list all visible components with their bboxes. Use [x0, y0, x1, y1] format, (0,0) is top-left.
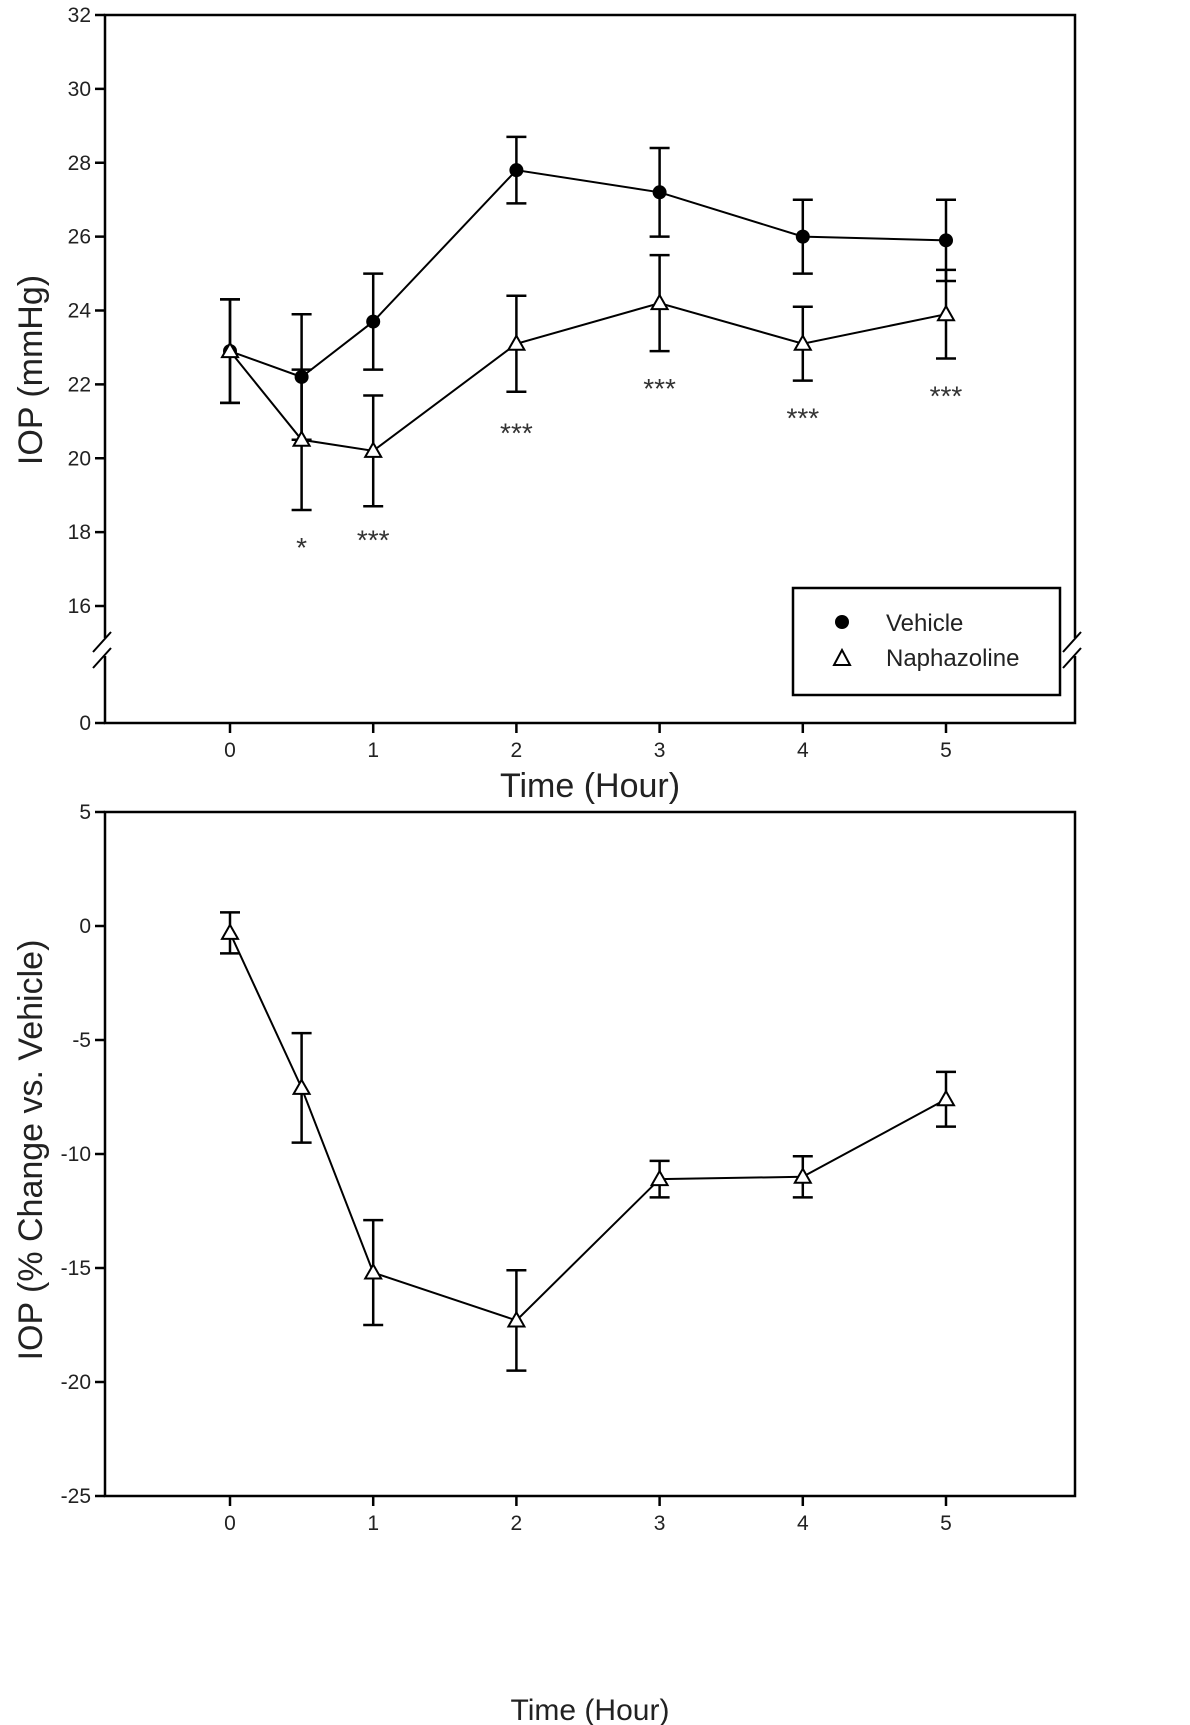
- significance-marker: ***: [357, 525, 390, 556]
- series-line-vehicle: [229, 169, 947, 379]
- y-tick-label: 28: [68, 152, 91, 175]
- x-tick-label: 3: [654, 739, 666, 762]
- data-point-naphazoline: [793, 1166, 813, 1184]
- data-point-naphazoline: [291, 1077, 312, 1095]
- y-tick-label: 20: [68, 447, 91, 470]
- x-tick-label: 0: [224, 1512, 236, 1535]
- bottom-series: [220, 911, 956, 1372]
- y-tick-label: 22: [68, 373, 91, 396]
- x-tick-label: 1: [367, 739, 379, 762]
- series-line-naphazoline: [229, 932, 947, 1322]
- significance-marker: ***: [930, 380, 963, 411]
- x-tick-label: 5: [940, 739, 952, 762]
- y-tick-label: 0: [79, 915, 91, 938]
- legend-naphazoline-label: Naphazoline: [886, 645, 1019, 672]
- data-point-vehicle: [795, 229, 810, 244]
- top-y-axis-title: IOP (mmHg): [12, 275, 50, 465]
- y-tick-label: 16: [68, 595, 91, 618]
- series-line-naphazoline: [229, 302, 947, 452]
- break-gap-left: [93, 638, 117, 656]
- top-plot-frame: [103, 13, 1077, 725]
- y-tick-label: -5: [72, 1029, 91, 1052]
- break-mark-right: [1062, 631, 1082, 653]
- data-point-naphazoline: [506, 1310, 527, 1328]
- y-tick-label: 5: [79, 801, 91, 824]
- y-tick-label: 18: [68, 521, 91, 544]
- data-point-naphazoline: [936, 1089, 956, 1107]
- top-x-axis-title: Time (Hour): [500, 767, 680, 805]
- legend: Vehicle Naphazoline: [791, 586, 1062, 697]
- top-axis-break: [92, 631, 1087, 669]
- y-tick-label: 32: [68, 4, 91, 27]
- data-point-vehicle: [366, 314, 381, 329]
- y-tick-label: 24: [68, 300, 92, 323]
- x-tick-label: 1: [367, 1512, 379, 1535]
- significance-marker: ***: [500, 417, 533, 448]
- y-tick-label: 26: [68, 226, 91, 249]
- data-point-naphazoline: [649, 293, 670, 311]
- x-tick-label: 3: [654, 1512, 666, 1535]
- bottom-chart: 5 0 -5 -10 -15 -20 -25 0 1 2 3 4 5 Time (Hour) IOP …: [12, 801, 1077, 1725]
- y-tick-label: 0: [79, 712, 91, 735]
- x-tick-label: 4: [797, 1512, 809, 1535]
- y-tick-label: -15: [61, 1257, 91, 1280]
- x-tick-label: 2: [511, 739, 523, 762]
- top-x-axis: 0 1 2 3 4 5: [224, 723, 952, 762]
- data-point-naphazoline: [220, 922, 240, 940]
- x-tick-label: 2: [511, 1512, 523, 1535]
- bottom-plot-frame: [103, 810, 1077, 1498]
- break-gap-right: [1063, 638, 1087, 656]
- x-tick-label: 0: [224, 739, 236, 762]
- break-mark-right: [1062, 647, 1082, 669]
- significance-marker: *: [296, 532, 307, 563]
- significance-marker: ***: [786, 403, 819, 434]
- break-mark-left: [92, 647, 112, 669]
- y-tick-label: -20: [61, 1371, 91, 1394]
- legend-naphazoline-marker: [832, 647, 852, 666]
- data-point-naphazoline: [793, 333, 813, 351]
- bottom-x-axis-title: Time (Hour): [511, 1694, 670, 1725]
- top-series: [220, 135, 956, 512]
- data-point-naphazoline: [291, 429, 312, 447]
- data-point-vehicle: [939, 233, 953, 248]
- x-tick-label: 5: [940, 1512, 952, 1535]
- data-point-naphazoline: [936, 304, 956, 322]
- break-mark-left: [92, 631, 112, 653]
- top-y-axis: 0 16 18 20 22 24 26 28 30 32: [68, 4, 105, 735]
- y-tick-label: 30: [68, 78, 91, 101]
- top-annotations: * ***************: [296, 373, 962, 563]
- bottom-y-axis-title: IOP (% Change vs. Vehicle): [12, 940, 50, 1361]
- legend-vehicle-label: Vehicle: [886, 610, 963, 637]
- bottom-x-axis: 0 1 2 3 4 5: [224, 1496, 952, 1535]
- bottom-y-axis: 5 0 -5 -10 -15 -20 -25: [61, 801, 105, 1508]
- legend-vehicle-marker: [835, 615, 849, 629]
- y-tick-label: -10: [61, 1143, 91, 1166]
- data-point-naphazoline: [363, 1262, 383, 1280]
- data-point-naphazoline: [506, 333, 527, 351]
- y-tick-label: -25: [61, 1485, 91, 1508]
- data-point-vehicle: [652, 185, 667, 200]
- significance-marker: ***: [643, 373, 676, 404]
- x-tick-label: 4: [797, 739, 809, 762]
- legend-box: [791, 586, 1062, 697]
- data-point-naphazoline: [220, 341, 240, 359]
- data-point-naphazoline: [363, 440, 383, 458]
- data-point-vehicle: [509, 163, 524, 178]
- data-point-naphazoline: [649, 1169, 670, 1187]
